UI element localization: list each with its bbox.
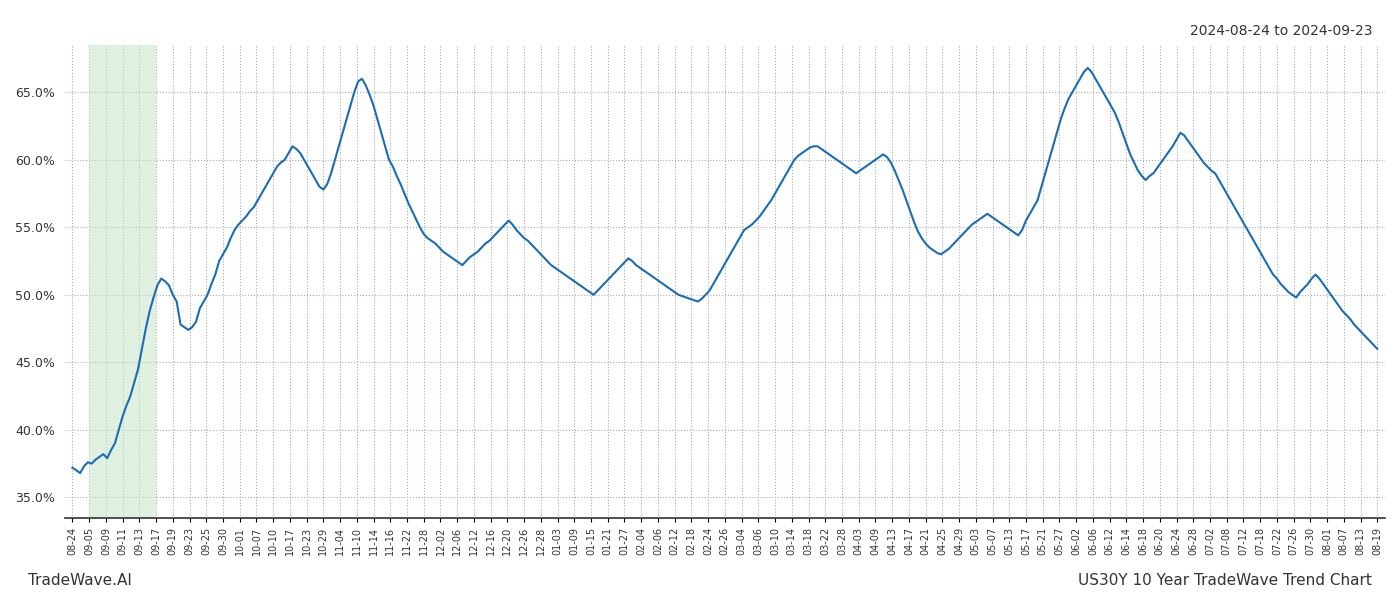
Text: TradeWave.AI: TradeWave.AI [28,573,132,588]
Bar [90,45,155,518]
Text: 2024-08-24 to 2024-09-23: 2024-08-24 to 2024-09-23 [1190,24,1372,38]
Text: US30Y 10 Year TradeWave Trend Chart: US30Y 10 Year TradeWave Trend Chart [1078,573,1372,588]
